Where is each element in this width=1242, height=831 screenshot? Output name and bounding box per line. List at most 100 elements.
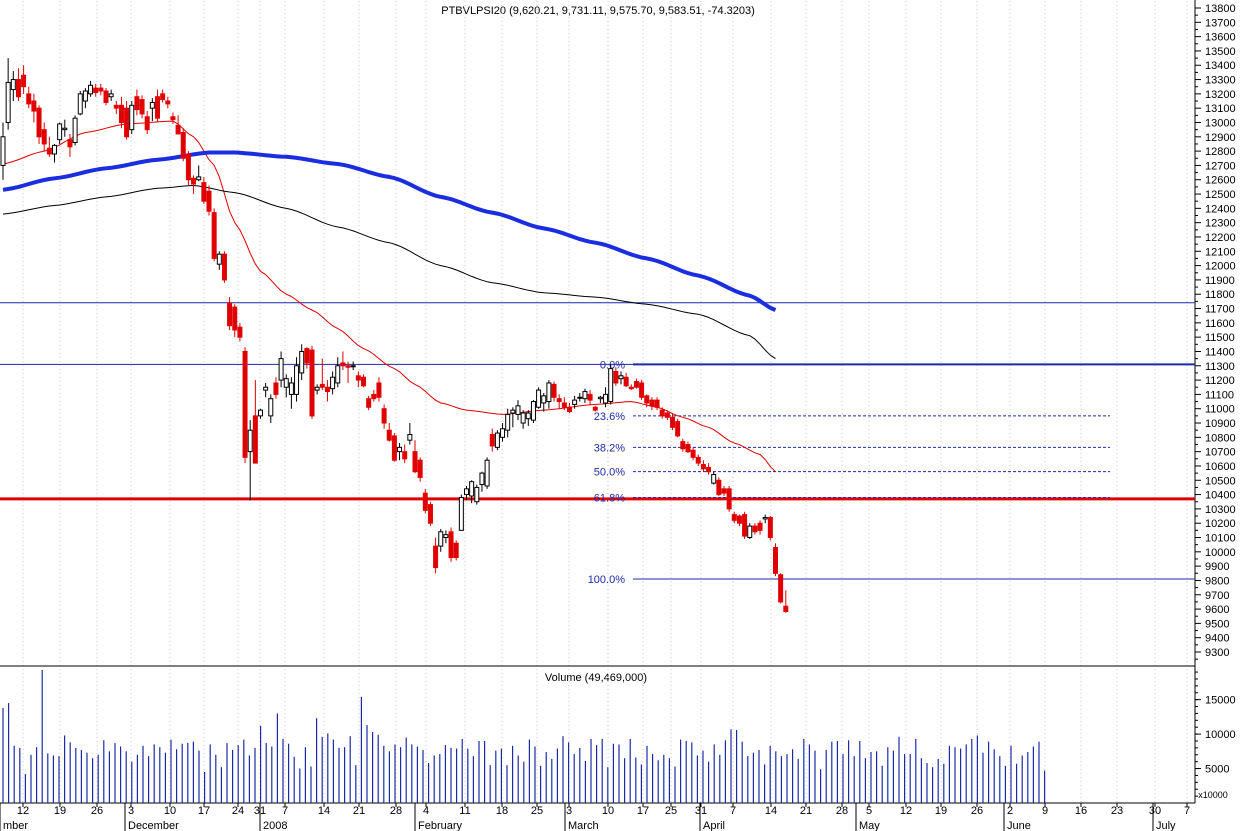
x-tick-label: 19 [54, 805, 66, 817]
candle-body [206, 190, 212, 212]
candle-body [180, 132, 186, 159]
candle-body [263, 386, 269, 391]
candle-body [118, 104, 124, 123]
volume-y-axis: 5000 10000 15000 [1195, 671, 1236, 797]
candle-body [685, 443, 691, 453]
candle-body [412, 451, 418, 473]
candle-body [31, 100, 37, 112]
y-tick-label: 12700 [1205, 160, 1236, 172]
candle-body [299, 350, 305, 374]
volume-unit-label: x10000 [1198, 790, 1228, 800]
candle-body [438, 531, 444, 547]
x-tick-label: 10 [602, 805, 614, 817]
moving-average-line [2, 120, 776, 473]
y-tick-label: 9500 [1205, 618, 1229, 630]
candle-body [633, 381, 639, 388]
candle-body [505, 413, 511, 431]
y-tick-label: 12900 [1205, 132, 1236, 144]
candle-body [474, 486, 480, 503]
candle-body [36, 107, 42, 138]
candle-body [453, 542, 459, 559]
candle-body [654, 399, 660, 408]
fib-level-label: 38.2% [594, 442, 625, 454]
candle-body [422, 492, 428, 511]
y-tick-label: 9900 [1205, 561, 1229, 573]
candle-body [767, 516, 773, 539]
candle-body [355, 375, 361, 381]
candle-body [242, 350, 248, 458]
candle-body [659, 409, 665, 417]
y-tick-label: 11400 [1205, 346, 1235, 358]
y-tick-label: 11300 [1205, 361, 1235, 373]
candle-body [319, 383, 325, 388]
candle-body [196, 176, 202, 181]
x-tick-label: 3 [128, 805, 134, 817]
y-tick-label: 9700 [1205, 590, 1229, 602]
y-tick-label: 10100 [1205, 533, 1236, 545]
y-tick-label: 11100 [1205, 389, 1234, 401]
candle-body [165, 100, 171, 105]
moving-average-line [2, 185, 776, 360]
y-tick-label: 10900 [1205, 418, 1236, 430]
y-tick-label: 13700 [1205, 17, 1236, 29]
candle-body [752, 525, 758, 533]
candle-body [258, 409, 263, 417]
candle-body [577, 396, 583, 399]
candle-body [345, 365, 351, 368]
month-label: March [568, 820, 599, 831]
candle-body [268, 398, 274, 417]
candle-body [201, 182, 207, 202]
candle-body [567, 406, 572, 413]
x-tick-label: 16 [1075, 805, 1087, 817]
candle-body [67, 139, 73, 148]
y-tick-label: 12600 [1205, 175, 1236, 187]
x-tick-label: 9 [1042, 805, 1048, 817]
candle-body [556, 398, 562, 403]
fibonacci-levels: 0.0% 23.6% 38.2% 50.0% 61.8% 100.0% [588, 359, 1195, 586]
candle-body [427, 504, 433, 524]
x-tick-label: 7 [730, 805, 736, 817]
x-tick-label: 28 [390, 805, 402, 817]
candle-body [170, 116, 176, 121]
candle-body [371, 393, 377, 400]
x-tick-label: 30 [1149, 805, 1161, 817]
candle-body [361, 376, 366, 387]
candle-body [340, 362, 346, 367]
candle-body [690, 449, 696, 458]
candle-body [175, 124, 181, 135]
candle-body [443, 534, 449, 539]
y-tick-label: 13500 [1205, 46, 1236, 58]
candle-body [525, 412, 531, 420]
candle-body [762, 516, 768, 520]
candle-body [757, 522, 763, 531]
y-tick-label: 13100 [1205, 103, 1236, 115]
candle-body [46, 147, 52, 155]
candle-body [72, 117, 78, 144]
candle-body [232, 306, 238, 331]
candle-body [113, 104, 119, 109]
x-tick-label: 26 [971, 805, 983, 817]
y-tick-label: 13200 [1205, 89, 1236, 101]
x-tick-label: 2 [1007, 805, 1013, 817]
candle-body [26, 93, 32, 105]
candle-body [134, 96, 140, 111]
y-tick-label: 12200 [1205, 232, 1236, 244]
candle-body [294, 365, 300, 395]
candle-body [216, 253, 222, 265]
fib-level-label: 23.6% [594, 411, 625, 423]
candle-body [391, 435, 397, 461]
fib-level-label: 50.0% [594, 467, 625, 479]
candle-body [680, 441, 686, 450]
x-tick-label: 28 [836, 805, 848, 817]
month-label: July [1156, 820, 1176, 831]
x-tick-label: 10 [164, 805, 176, 817]
candle-body [15, 79, 21, 98]
y-tick-label: 10600 [1205, 461, 1236, 473]
y-tick-label: 11500 [1205, 332, 1235, 344]
x-tick-label: 24 [232, 805, 244, 817]
candle-body [582, 391, 588, 400]
candle-body [711, 474, 717, 484]
candle-body [716, 479, 722, 496]
